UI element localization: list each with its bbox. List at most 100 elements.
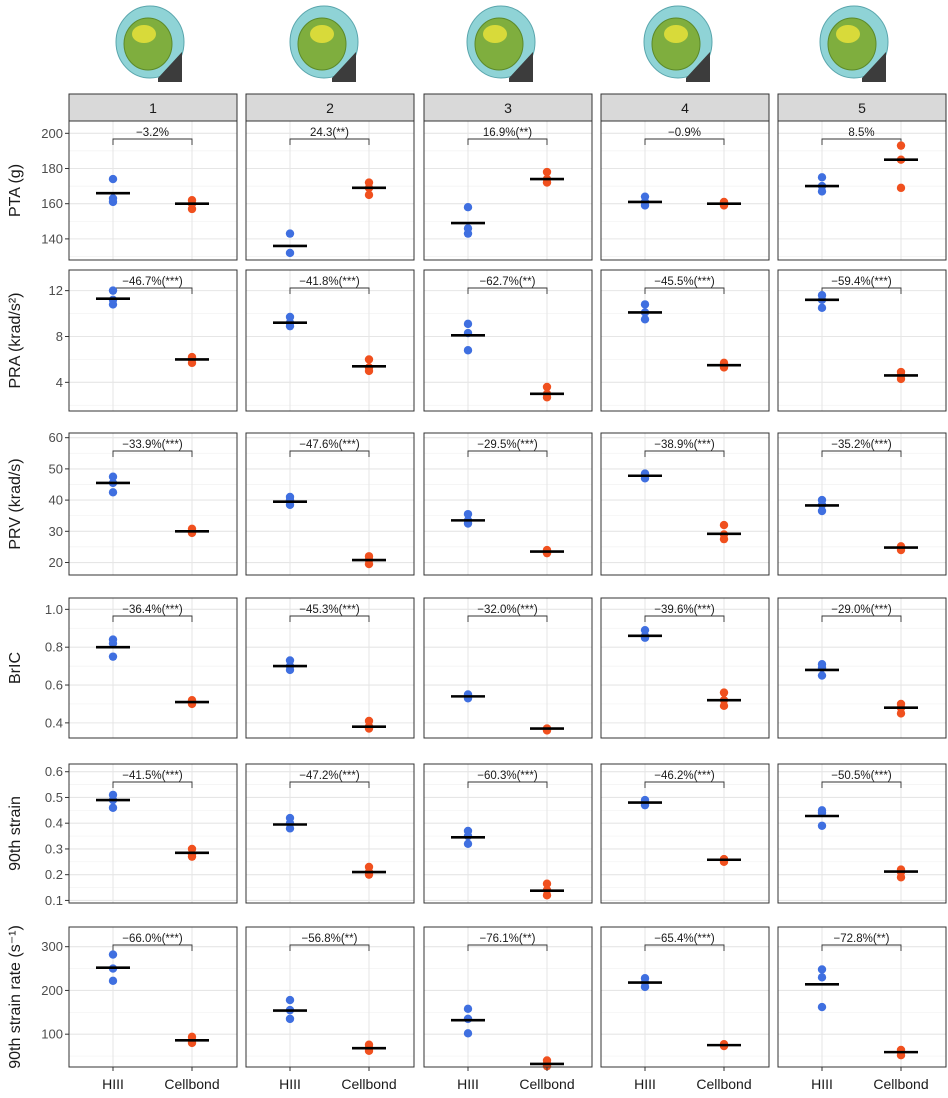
significance-annotation: −76.1%(**) — [480, 933, 536, 945]
significance-bracket — [821, 450, 902, 457]
y-tick-label: 0.8 — [45, 640, 63, 655]
panel-border — [423, 269, 593, 412]
panel-background — [601, 270, 769, 411]
cellbond-data-point — [896, 183, 906, 193]
panel-border — [68, 926, 238, 1068]
facet-panel: −46.2%(***) — [600, 763, 770, 904]
hiii-data-point — [817, 806, 827, 815]
panel-border — [777, 120, 947, 261]
significance-bracket — [112, 615, 193, 622]
panel-border — [68, 432, 238, 576]
hiii-data-point — [108, 652, 118, 661]
y-tick-label: 200 — [41, 126, 63, 141]
y-tick-label: 20 — [49, 555, 63, 570]
facet-panel: −59.4%(***) — [777, 269, 947, 412]
y-tick-label: 0.2 — [45, 867, 63, 882]
x-tick-label: Cellbond — [341, 1076, 396, 1092]
y-tick-label: 200 — [41, 983, 63, 998]
panel-background — [424, 764, 592, 903]
panel-border — [245, 120, 415, 261]
impactor-anvil-shape — [862, 52, 886, 82]
cellbond-data-point — [364, 190, 374, 200]
significance-bracket — [112, 781, 193, 788]
facet-panel: −60.3%(***) — [423, 763, 593, 904]
facet-panel: −36.4%(***) — [68, 597, 238, 739]
hiii-data-point — [285, 995, 295, 1005]
y-tick-label: 0.3 — [45, 841, 63, 856]
facet-panel: −29.0%(***) — [777, 597, 947, 739]
y-axis-label: 90th strain rate (s⁻¹) — [7, 925, 24, 1069]
impactor-anvil-shape — [686, 52, 710, 82]
x-tick-label: Cellbond — [164, 1076, 219, 1092]
hiii-data-point — [463, 319, 473, 329]
head-form-shape — [651, 17, 701, 71]
significance-bracket — [289, 615, 370, 622]
helmet-impact-icon — [643, 5, 713, 82]
significance-annotation: 8.5% — [848, 127, 874, 139]
head-form-shape — [297, 17, 347, 71]
panel-border — [777, 432, 947, 576]
significance-bracket — [289, 781, 370, 788]
facet-panel: −35.2%(***) — [777, 432, 947, 576]
panel-border — [600, 120, 770, 261]
y-axis-label: 90th strain — [7, 796, 24, 871]
significance-annotation: −41.8%(***) — [299, 276, 360, 288]
panel-background — [778, 598, 946, 738]
significance-annotation: −46.2%(***) — [654, 770, 715, 782]
facet-panel: −66.0%(***) — [68, 926, 238, 1068]
significance-bracket — [821, 944, 902, 951]
y-tick-label: 0.6 — [45, 764, 63, 779]
y-tick-label: 140 — [41, 231, 63, 246]
significance-bracket — [289, 944, 370, 951]
x-tick-label: Cellbond — [873, 1076, 928, 1092]
panel-border — [777, 763, 947, 904]
panel-background — [246, 270, 414, 411]
brain-region-shape — [483, 25, 507, 43]
hiii-data-point — [817, 506, 827, 516]
panel-border — [423, 597, 593, 739]
facet-panel: −41.8%(***) — [245, 269, 415, 412]
significance-bracket — [644, 781, 725, 788]
x-tick-label: HIII — [279, 1076, 301, 1092]
hiii-data-point — [817, 821, 827, 830]
y-tick-label: 0.6 — [45, 678, 63, 693]
significance-bracket — [112, 138, 193, 145]
cellbond-data-point — [719, 688, 729, 697]
hiii-data-point — [463, 839, 473, 848]
facet-panel: −45.3%(***) — [245, 597, 415, 739]
facet-panel: −32.0%(***) — [423, 597, 593, 739]
y-axis-label: PRV (krad/s) — [7, 458, 24, 549]
significance-annotation: −0.9% — [668, 127, 701, 139]
y-tick-label: 12 — [49, 283, 63, 298]
facet-panel: −46.7%(***) — [68, 269, 238, 412]
panel-border — [245, 269, 415, 412]
panel-border — [68, 597, 238, 739]
brain-region-shape — [836, 25, 860, 43]
x-tick-label: HIII — [811, 1076, 833, 1092]
panel-background — [601, 598, 769, 738]
hiii-data-point — [463, 346, 473, 355]
facet-strip-label: 3 — [504, 100, 512, 116]
facet-panel: −0.9% — [600, 120, 770, 261]
significance-annotation: −50.5%(***) — [831, 770, 892, 782]
facet-panel: −76.1%(**) — [423, 926, 593, 1071]
significance-annotation: −47.6%(***) — [299, 439, 360, 451]
cellbond-data-point — [364, 552, 374, 561]
panel-border — [777, 926, 947, 1068]
panel-border — [600, 597, 770, 739]
impactor-anvil-shape — [158, 52, 182, 82]
significance-annotation: −45.5%(***) — [654, 276, 715, 288]
helmet-impact-icon — [289, 5, 359, 82]
panel-background — [601, 433, 769, 575]
significance-bracket — [821, 287, 902, 294]
y-axis-label: PTA (g) — [7, 164, 24, 217]
panel-border — [777, 269, 947, 412]
hiii-data-point — [108, 488, 118, 497]
cellbond-data-point — [187, 195, 197, 205]
hiii-data-point — [285, 312, 295, 322]
panel-border — [600, 269, 770, 412]
facet-panel: −72.8%(**) — [777, 926, 947, 1068]
panel-background — [69, 927, 237, 1067]
facet-strip-label: 4 — [681, 100, 689, 116]
